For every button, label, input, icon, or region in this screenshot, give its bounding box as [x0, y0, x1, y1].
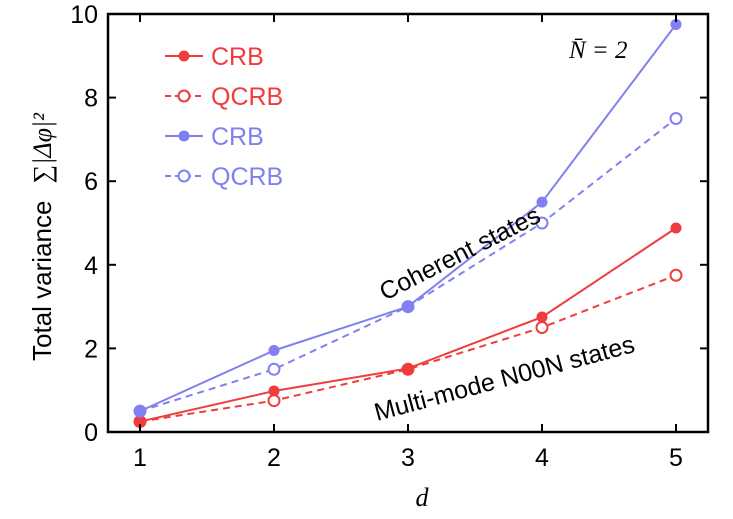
legend-label-noon-crb: CRB [211, 43, 264, 71]
legend-marker-coherent-qcrb [177, 169, 191, 183]
data-point-coherent-crb-4 [536, 196, 548, 208]
axes-layer: 1 2 3 4 5 0 2 4 6 8 10 [70, 1, 710, 472]
data-point-noon-crb-4 [536, 311, 548, 323]
legend-marker-noon-qcrb [177, 89, 191, 103]
legend-label-noon-qcrb: QCRB [211, 83, 283, 111]
annotation-nbar: N̄ = 2 [568, 37, 628, 64]
legend-entry-coherent-qcrb: QCRB [165, 163, 283, 191]
series-noon-crb [134, 222, 682, 428]
y-axis-label-math: ∑|Δφ|² [28, 112, 57, 183]
series-noon-qcrb [133, 268, 683, 429]
data-point-coherent-qcrb-5 [669, 112, 683, 125]
data-point-noon-qcrb-5 [669, 268, 683, 282]
data-point-noon-qcrb-4 [535, 321, 549, 334]
x-tick-label-2: 2 [267, 444, 281, 472]
y-axis-label: Total variance ∑|Δφ|² [27, 112, 57, 361]
legend-entry-noon-qcrb: QCRB [165, 83, 283, 111]
data-point-noon-crb-3 [402, 362, 414, 374]
annotation-coherent-states: Coherent states [375, 201, 545, 306]
data-point-coherent-qcrb-2 [267, 362, 281, 376]
data-point-coherent-qcrb-4 [535, 216, 549, 230]
legend-entry-coherent-crb: CRB [165, 123, 264, 151]
y-tick-label-6: 6 [84, 168, 98, 196]
y-tick-label-4: 4 [84, 252, 98, 280]
y-axis-label-group: Total variance ∑|Δφ|² [27, 112, 57, 361]
y-axis-label-text: Total variance [27, 201, 57, 361]
data-point-noon-crb-1 [134, 416, 146, 428]
series-layer [133, 18, 683, 429]
legend-entry-noon-crb: CRB [165, 43, 264, 71]
legend-label-coherent-crb: CRB [211, 123, 264, 151]
y-tick-label-10: 10 [70, 1, 98, 29]
x-tick-label-1: 1 [133, 444, 147, 472]
legend: CRB QCRB CRB QCRB [165, 43, 283, 191]
data-point-coherent-crb-2 [268, 344, 280, 356]
y-tick-label-2: 2 [84, 335, 98, 363]
data-point-coherent-crb-1 [134, 405, 146, 417]
data-point-noon-crb-2 [268, 385, 280, 397]
series-coherent-crb [134, 18, 682, 417]
data-point-coherent-crb-5 [670, 18, 682, 30]
x-tick-label-4: 4 [535, 444, 549, 472]
y-tick-label-8: 8 [84, 85, 98, 113]
annotation-noon-states: Multi-mode N00N states [371, 330, 637, 426]
data-point-coherent-crb-3 [402, 301, 414, 313]
data-point-noon-crb-5 [670, 222, 682, 234]
legend-marker-coherent-crb [178, 130, 190, 142]
x-tick-label-5: 5 [669, 444, 683, 472]
legend-marker-noon-crb [178, 50, 190, 62]
data-point-noon-qcrb-2 [267, 394, 281, 408]
y-tick-label-0: 0 [84, 419, 98, 447]
x-tick-label-3: 3 [401, 444, 415, 472]
legend-label-coherent-qcrb: QCRB [211, 163, 283, 191]
series-line-noon-qcrb [139, 274, 677, 423]
x-axis-label: d [416, 483, 430, 512]
